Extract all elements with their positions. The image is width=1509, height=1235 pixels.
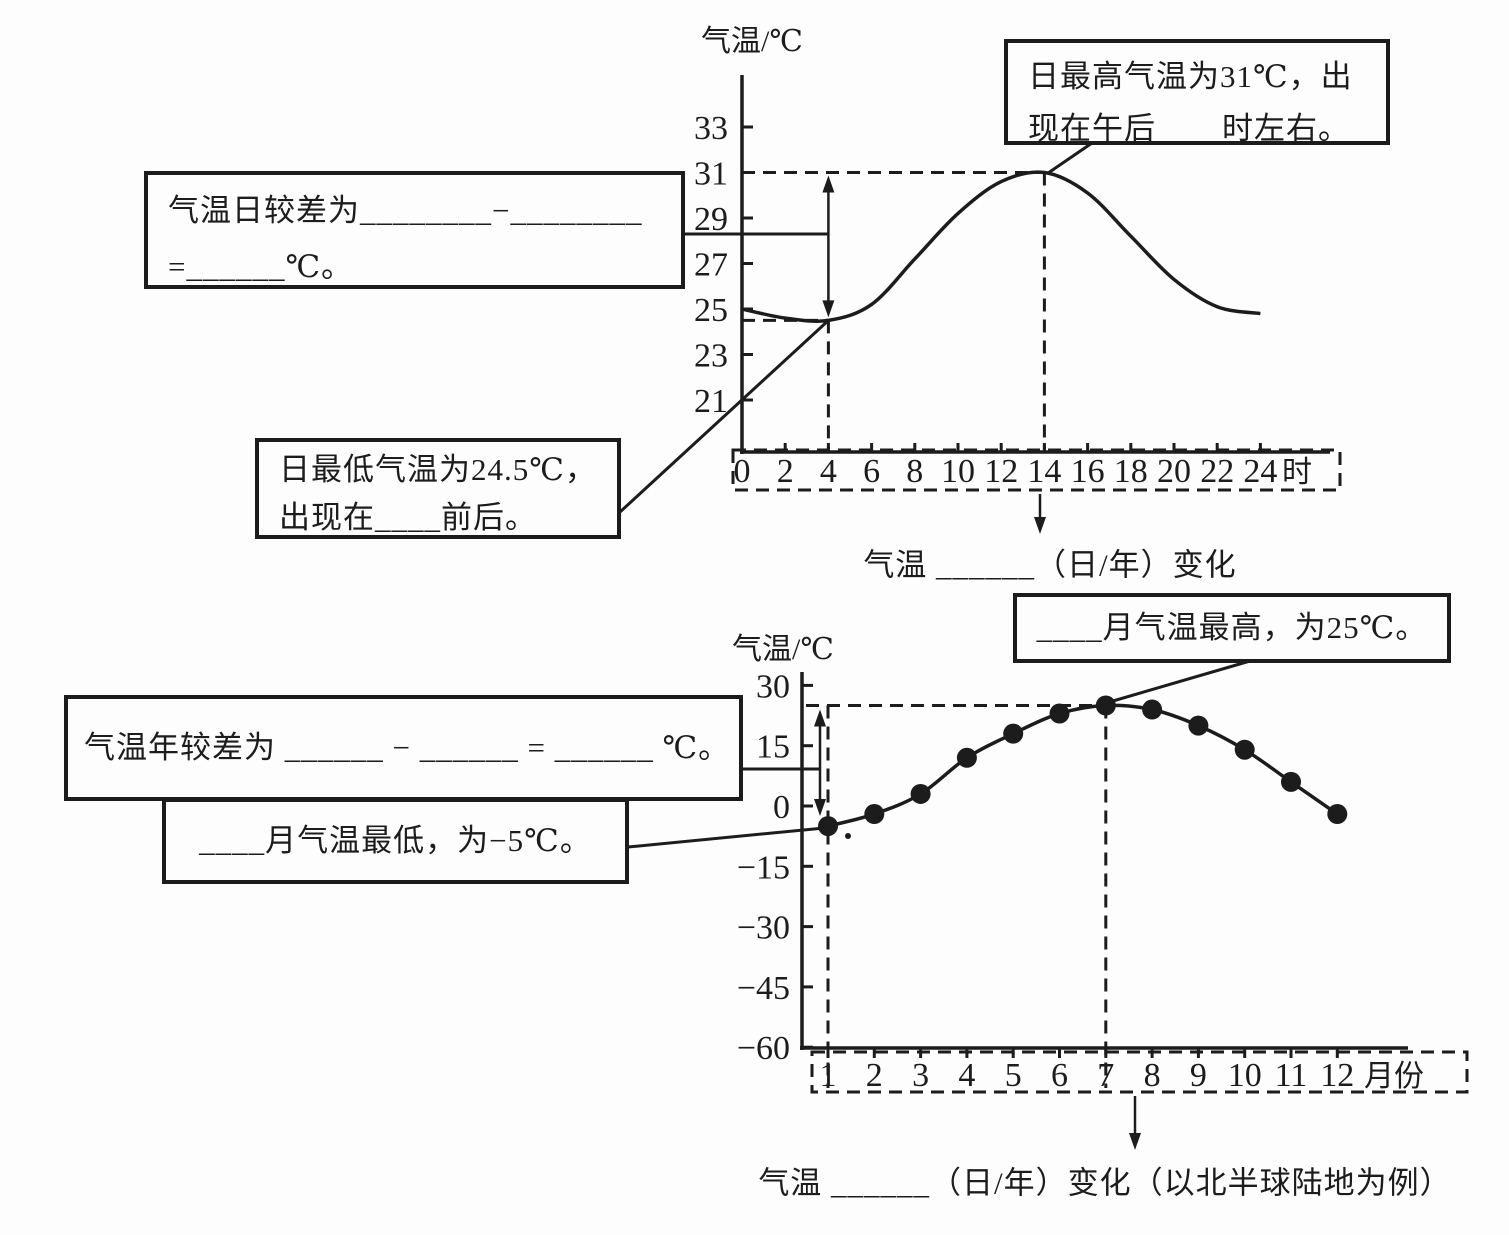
svg-text:0: 0 [734,453,751,490]
daily-range-annotation-box: 气温日较差为________−________ =______℃。 [144,171,685,289]
svg-text:12: 12 [984,453,1018,490]
svg-text:时: 时 [1282,456,1312,489]
daily-max-annotation-box: 日最高气温为31℃，出 现在午后____时左右。 [1004,39,1390,146]
svg-text:24: 24 [1243,453,1277,490]
daily-chart-y-axis-label: 气温/℃ [701,25,803,58]
annotation-line: 日最高气温为31℃，出 [1028,59,1353,94]
svg-text:18: 18 [1114,453,1148,490]
annual-range-annotation-box: 气温年较差为 ______ − ______ = ______ ℃。 [64,695,743,801]
svg-text:27: 27 [694,247,728,284]
daily-min-annotation-box: 日最低气温为24.5℃， 出现在____前后。 [255,438,621,539]
svg-text:22: 22 [1200,453,1234,490]
svg-text:12: 12 [1320,1057,1354,1094]
annotation-line: ____月气温最低，为−5℃。 [199,823,592,858]
annotation-line: ____月气温最高，为25℃。 [1036,610,1428,645]
svg-text:−60: −60 [737,1030,790,1067]
annual-max-annotation-box: ____月气温最高，为25℃。 [1013,593,1451,663]
svg-text:21: 21 [694,383,728,420]
svg-text:月份: 月份 [1364,1060,1424,1093]
svg-text:11: 11 [1275,1057,1308,1094]
svg-text:33: 33 [694,110,728,147]
svg-text:6: 6 [863,453,880,490]
annotation-line: 气温年较差为 ______ − ______ = ______ ℃。 [84,730,731,765]
svg-text:5: 5 [1005,1057,1022,1094]
annual-min-annotation-box: ____月气温最低，为−5℃。 [162,798,629,884]
svg-text:10: 10 [941,453,975,490]
svg-text:4: 4 [958,1057,975,1094]
annual-chart-caption: 气温 ______（日/年）变化（以北半球陆地为例） [758,1165,1452,1201]
svg-text:30: 30 [756,668,790,705]
svg-text:0: 0 [773,789,790,826]
svg-text:2: 2 [777,453,794,490]
svg-text:3: 3 [912,1057,929,1094]
svg-text:16: 16 [1071,453,1105,490]
svg-text:14: 14 [1027,453,1061,490]
daily-chart-caption: 气温 ______（日/年）变化 [863,547,1237,583]
svg-text:2: 2 [866,1057,883,1094]
annotation-line: 出现在____前后。 [279,500,537,535]
svg-text:23: 23 [694,338,728,375]
svg-text:6: 6 [1051,1057,1068,1094]
svg-text:−30: −30 [737,910,790,947]
annotation-line: =______℃。 [168,249,354,284]
svg-text:9: 9 [1190,1057,1207,1094]
annotation-line: 气温日较差为________−________ [168,193,643,228]
annual-chart-y-axis-label: 气温/℃ [732,633,834,666]
svg-text:8: 8 [1144,1057,1161,1094]
svg-text:8: 8 [906,453,923,490]
svg-text:15: 15 [756,729,790,766]
svg-text:−15: −15 [737,849,790,886]
svg-text:31: 31 [694,156,728,193]
annotation-line: 日最低气温为24.5℃， [279,452,597,487]
svg-text:20: 20 [1157,453,1191,490]
svg-text:25: 25 [694,292,728,329]
svg-text:4: 4 [820,453,837,490]
annotation-line: 现在午后____时左右。 [1028,111,1350,146]
svg-text:−45: −45 [737,970,790,1007]
svg-text:10: 10 [1228,1057,1262,1094]
svg-text:29: 29 [694,201,728,238]
